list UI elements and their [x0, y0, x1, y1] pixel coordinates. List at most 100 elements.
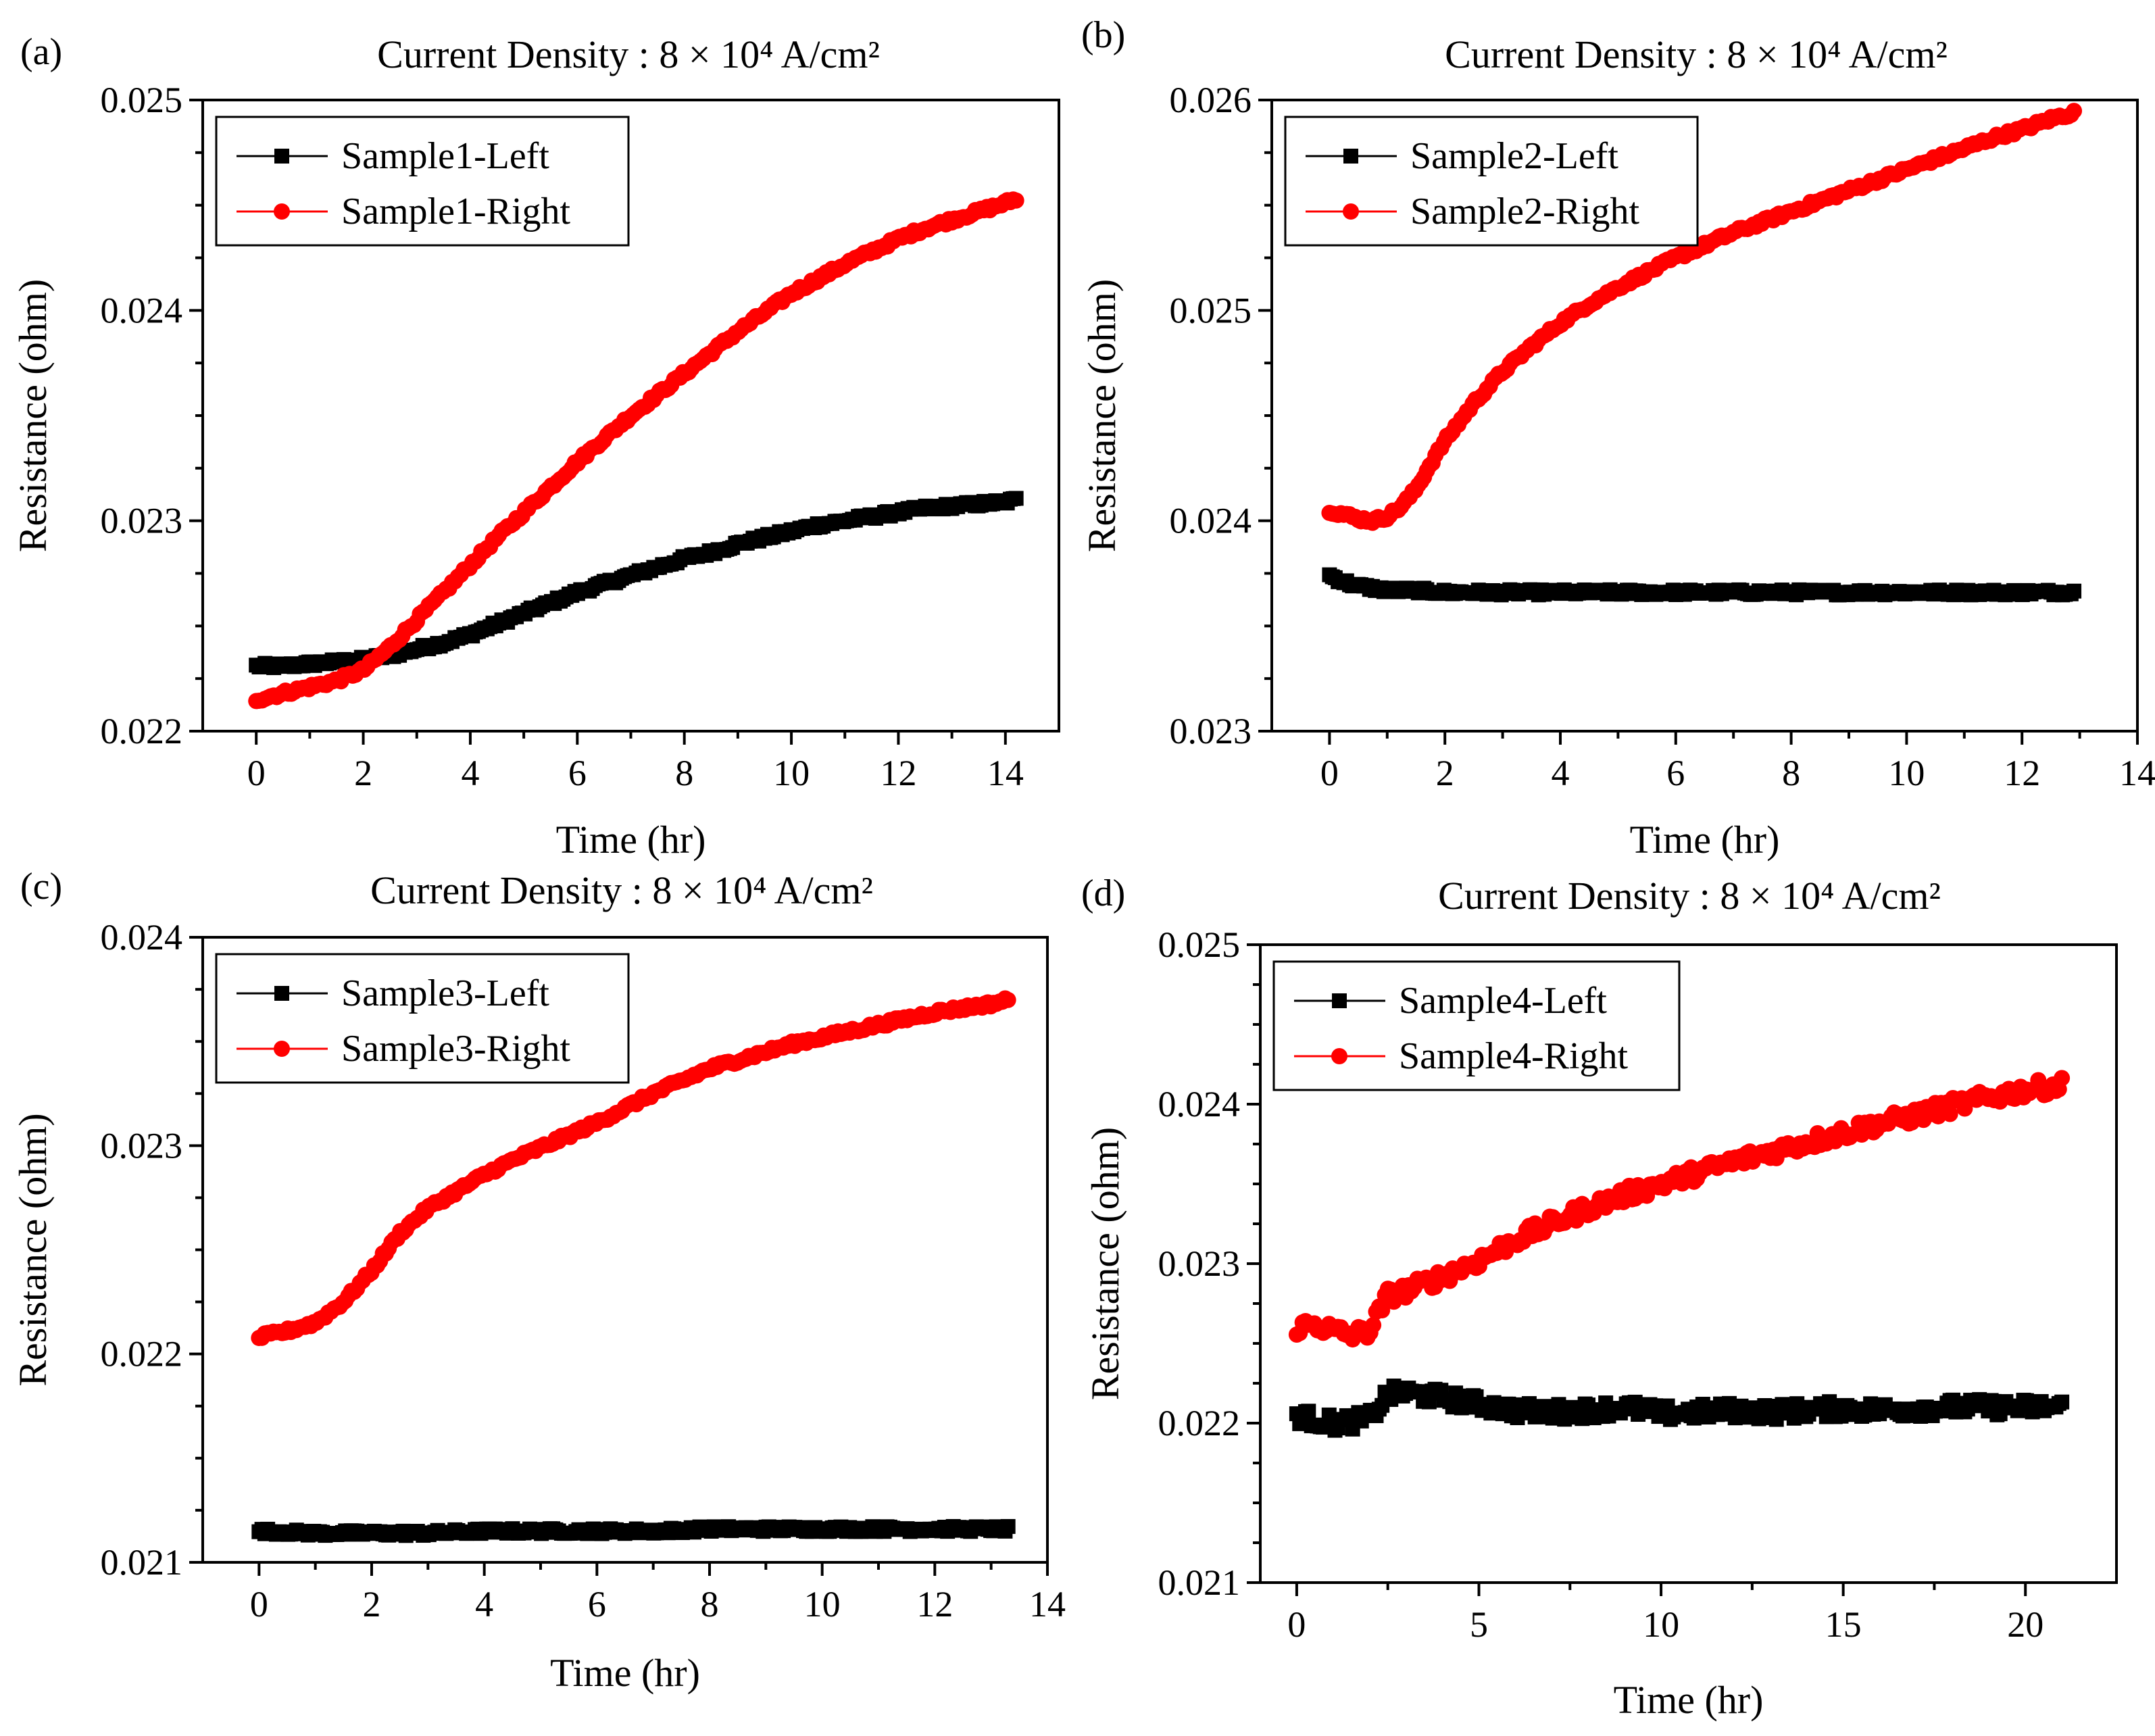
- chart-panel-c: (c) Current Density : 8 × 10⁴ A/cm² 0 2 4 6 8 1…: [11, 866, 1066, 1695]
- chart-panel-d: (d) Current Density : 8 × 10⁴ A/cm² 0 5 10 15…: [1081, 872, 2118, 1722]
- legend-marker: [274, 149, 289, 164]
- y-axis-title: Resistance (ohm): [11, 279, 55, 552]
- x-tick-label: 4: [1552, 753, 1570, 793]
- legend-box: [1272, 960, 1681, 1091]
- chart-panel-a: (a) Current Density : 8 × 10⁴ A/cm² 0 2 4 6 8 1…: [11, 31, 1060, 862]
- series-Sample1-Right: [248, 191, 1024, 710]
- x-tick-label: 0: [247, 753, 266, 793]
- legend: Sample4-Left Sample4-Right: [1272, 960, 1681, 1091]
- legend-label: Sample1-Left: [341, 135, 549, 177]
- data-point: [1008, 491, 1024, 506]
- y-tick-label: 0.021: [101, 1542, 183, 1583]
- x-tick-label: 2: [354, 753, 372, 793]
- legend-box: [215, 953, 630, 1084]
- panel-label: (b): [1081, 14, 1125, 56]
- x-axis-title: Time (hr): [550, 1651, 700, 1695]
- y-tick-label: 0.022: [101, 1334, 183, 1374]
- x-tick-label: 12: [916, 1584, 953, 1625]
- x-tick-label: 8: [701, 1584, 719, 1625]
- panel-label: (c): [20, 866, 62, 908]
- y-tick-label: 0.023: [1170, 711, 1252, 751]
- x-tick-label: 15: [1825, 1604, 1862, 1645]
- x-tick-label: 0: [1320, 753, 1339, 793]
- legend-marker: [1331, 1048, 1347, 1064]
- legend-marker: [274, 203, 290, 220]
- legend-marker: [1343, 149, 1358, 164]
- y-tick-label: 0.023: [101, 1125, 183, 1166]
- legend-box: [215, 116, 630, 247]
- legend-label: Sample3-Left: [341, 972, 549, 1014]
- x-tick-label: 14: [2119, 753, 2155, 793]
- y-tick-label: 0.021: [1158, 1562, 1241, 1603]
- x-tick-label: 6: [568, 753, 587, 793]
- y-tick-label: 0.024: [101, 917, 183, 958]
- x-axis-title: Time (hr): [1614, 1678, 1764, 1722]
- data-point: [2054, 1070, 2071, 1087]
- x-tick-label: 4: [461, 753, 479, 793]
- y-axis-title: Resistance (ohm): [1080, 279, 1124, 552]
- x-tick-label: 12: [880, 753, 916, 793]
- series-Sample1-Left: [249, 491, 1024, 676]
- series-Sample4-Left: [1289, 1379, 2070, 1438]
- x-tick-label: 6: [1666, 753, 1685, 793]
- data-point: [999, 991, 1016, 1008]
- x-tick-label: 2: [1436, 753, 1454, 793]
- x-tick-label: 8: [1782, 753, 1800, 793]
- chart-title: Current Density : 8 × 10⁴ A/cm²: [1445, 32, 1948, 76]
- panel-label: (d): [1081, 872, 1125, 914]
- data-point: [1301, 1404, 1316, 1419]
- legend-marker: [274, 1041, 290, 1057]
- y-tick-label: 0.024: [1170, 501, 1252, 541]
- series-Sample2-Right: [1321, 103, 2083, 531]
- legend-marker: [274, 986, 289, 1001]
- y-tick-label: 0.025: [1158, 924, 1241, 965]
- x-tick-label: 0: [1287, 1604, 1306, 1645]
- legend-label: Sample4-Right: [1399, 1035, 1629, 1077]
- y-axis-title: Resistance (ohm): [1083, 1127, 1127, 1400]
- x-tick-label: 12: [2004, 753, 2040, 793]
- series-Sample3-Left: [251, 1518, 1016, 1543]
- chart-title: Current Density : 8 × 10⁴ A/cm²: [370, 868, 873, 912]
- y-tick-label: 0.022: [1158, 1403, 1241, 1443]
- series-Sample3-Right: [251, 990, 1016, 1346]
- legend-marker: [1332, 993, 1347, 1008]
- x-tick-label: 14: [1029, 1584, 1066, 1625]
- chart-panel-b: (b) Current Density : 8 × 10⁴ A/cm² 0 2 4 6 8 1…: [1080, 14, 2155, 862]
- series-Sample4-Right: [1288, 1070, 2071, 1348]
- legend-label: Sample3-Right: [341, 1028, 571, 1070]
- series-Sample2-Left: [1322, 567, 2082, 603]
- legend-marker: [1343, 203, 1359, 220]
- chart-title: Current Density : 8 × 10⁴ A/cm²: [377, 32, 880, 76]
- y-tick-label: 0.024: [1158, 1084, 1241, 1124]
- legend-label: Sample2-Left: [1410, 135, 1618, 177]
- y-tick-label: 0.023: [1158, 1243, 1241, 1284]
- legend: Sample2-Left Sample2-Right: [1284, 116, 1699, 247]
- x-tick-label: 2: [363, 1584, 381, 1625]
- x-tick-label: 0: [250, 1584, 268, 1625]
- x-tick-label: 4: [475, 1584, 493, 1625]
- x-tick-label: 20: [2007, 1604, 2043, 1645]
- x-tick-label: 6: [588, 1584, 606, 1625]
- y-tick-label: 0.025: [101, 80, 183, 120]
- legend-label: Sample1-Right: [341, 191, 571, 232]
- data-point: [1365, 1316, 1382, 1333]
- legend-label: Sample4-Left: [1399, 980, 1607, 1022]
- chart-title: Current Density : 8 × 10⁴ A/cm²: [1438, 874, 1941, 918]
- legend-label: Sample2-Right: [1410, 191, 1640, 232]
- data-point: [2054, 1394, 2070, 1410]
- y-tick-label: 0.024: [101, 290, 183, 330]
- x-axis-title: Time (hr): [556, 818, 706, 862]
- data-point: [1374, 1302, 1391, 1319]
- legend: Sample1-Left Sample1-Right: [215, 116, 630, 247]
- x-tick-label: 10: [1888, 753, 1925, 793]
- y-tick-label: 0.023: [101, 501, 183, 541]
- x-tick-label: 8: [675, 753, 693, 793]
- y-axis-title: Resistance (ohm): [11, 1113, 55, 1386]
- panel-label: (a): [20, 31, 62, 73]
- x-axis-title: Time (hr): [1630, 818, 1780, 862]
- legend: Sample3-Left Sample3-Right: [215, 953, 630, 1084]
- data-point: [2066, 103, 2083, 120]
- data-point: [2066, 583, 2082, 599]
- x-tick-label: 10: [804, 1584, 841, 1625]
- data-point: [1941, 1106, 1958, 1122]
